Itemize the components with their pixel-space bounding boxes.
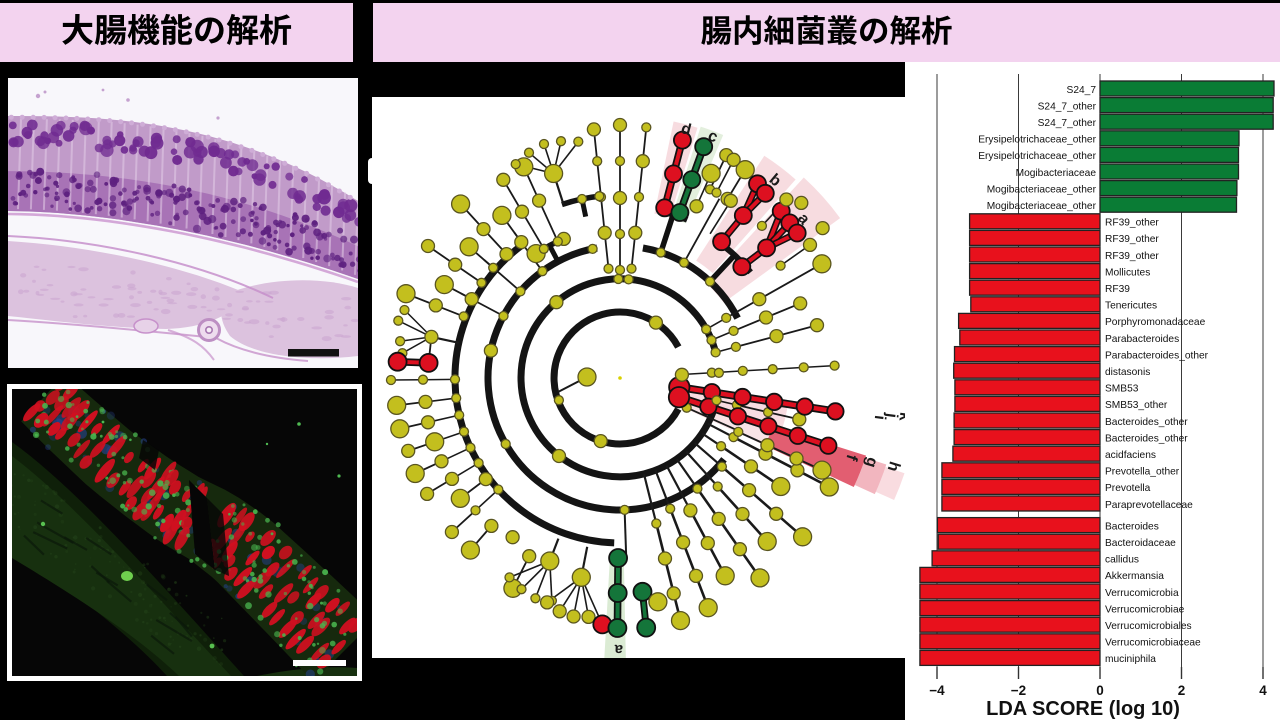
svg-text:a: a (613, 641, 623, 658)
svg-text:Verrucomicrobiae: Verrucomicrobiae (1105, 604, 1185, 615)
svg-text:Prevotella_other: Prevotella_other (1105, 467, 1180, 478)
svg-text:LDA SCORE (log 10): LDA SCORE (log 10) (986, 698, 1180, 720)
svg-text:Mollicutes: Mollicutes (1105, 267, 1150, 278)
svg-text:Tenericutes: Tenericutes (1105, 301, 1157, 312)
svg-text:Porphyromonadaceae: Porphyromonadaceae (1105, 317, 1206, 328)
svg-text:i: i (871, 414, 888, 420)
svg-text:Erysipelotrichaceae_other: Erysipelotrichaceae_other (978, 135, 1096, 146)
svg-text:4: 4 (1259, 683, 1267, 698)
svg-text:Prevotella: Prevotella (1105, 483, 1151, 494)
svg-text:j: j (883, 411, 901, 418)
svg-text:Akkermansia: Akkermansia (1105, 571, 1164, 582)
svg-text:S24_7_other: S24_7_other (1038, 101, 1097, 112)
svg-text:SMB53_other: SMB53_other (1105, 400, 1168, 411)
svg-text:Parabacteroides_other: Parabacteroides_other (1105, 350, 1209, 361)
svg-text:Verrucomicrobiales: Verrucomicrobiales (1105, 621, 1192, 632)
svg-text:RF39_other: RF39_other (1105, 218, 1159, 229)
svg-text:muciniphila: muciniphila (1105, 654, 1156, 665)
svg-text:g: g (862, 455, 881, 469)
svg-text:Bacteroides_other: Bacteroides_other (1105, 433, 1188, 444)
svg-text:distasonis: distasonis (1105, 367, 1150, 378)
svg-text:acidfaciens: acidfaciens (1105, 450, 1156, 461)
svg-text:Verrucomicrobiaceae: Verrucomicrobiaceae (1105, 638, 1201, 649)
svg-text:Bacteroidaceae: Bacteroidaceae (1105, 538, 1176, 549)
svg-text:S24_7_other: S24_7_other (1038, 118, 1097, 129)
svg-text:k: k (895, 411, 905, 422)
svg-text:0: 0 (1096, 683, 1104, 698)
svg-text:Verrucomicrobia: Verrucomicrobia (1105, 588, 1179, 599)
svg-text:Mogibacteriaceae: Mogibacteriaceae (1016, 168, 1097, 179)
svg-text:Parabacteroides: Parabacteroides (1105, 334, 1179, 345)
svg-text:callidus: callidus (1105, 555, 1139, 566)
svg-text:−2: −2 (1011, 683, 1026, 698)
svg-text:Paraprevotellaceae: Paraprevotellaceae (1105, 500, 1193, 511)
svg-text:RF39: RF39 (1105, 284, 1130, 295)
svg-text:2: 2 (1178, 683, 1186, 698)
svg-text:RF39_other: RF39_other (1105, 251, 1159, 262)
svg-text:RF39_other: RF39_other (1105, 234, 1159, 245)
svg-text:−4: −4 (929, 683, 945, 698)
svg-text:S24_7: S24_7 (1067, 85, 1097, 96)
svg-text:Mogibacteriaceae_other: Mogibacteriaceae_other (987, 201, 1097, 212)
svg-text:Bacteroides: Bacteroides (1105, 521, 1159, 532)
svg-text:d: d (679, 120, 693, 139)
svg-text:Erysipelotrichaceae_other: Erysipelotrichaceae_other (978, 151, 1096, 162)
svg-text:Mogibacteriaceae_other: Mogibacteriaceae_other (987, 184, 1097, 195)
svg-text:f: f (842, 452, 860, 463)
svg-text:h: h (884, 459, 903, 473)
svg-text:SMB53: SMB53 (1105, 384, 1139, 395)
svg-text:Bacteroides_other: Bacteroides_other (1105, 417, 1188, 428)
